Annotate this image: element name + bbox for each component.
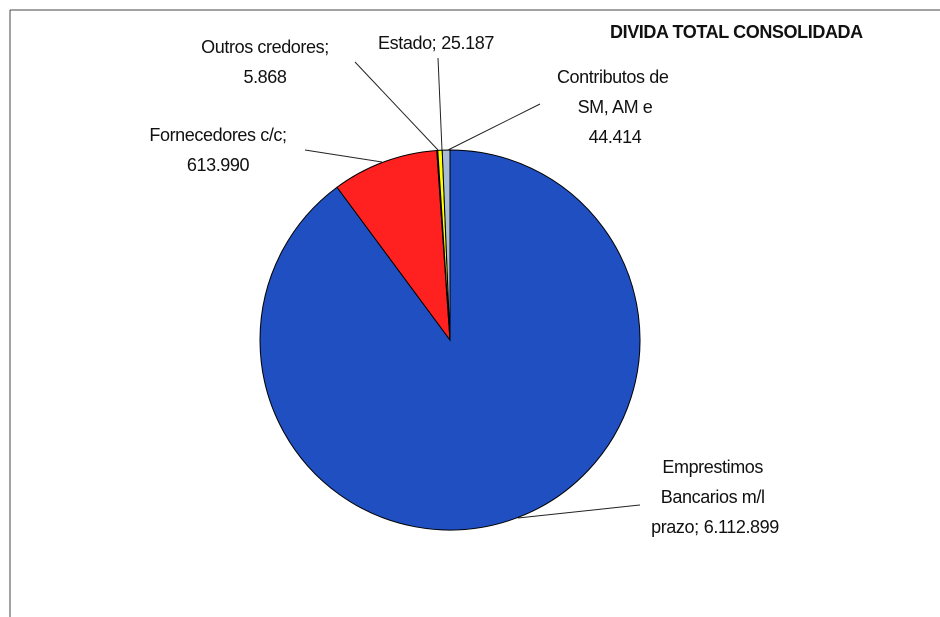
slice-label: Outros credores; bbox=[201, 37, 329, 57]
leader-line bbox=[437, 57, 443, 151]
chart-title: DIVIDA TOTAL CONSOLIDADA bbox=[610, 22, 863, 42]
value-label: 25.187 bbox=[441, 33, 494, 53]
pie-slice bbox=[336, 149, 451, 342]
slice-label: Emprestimos Bancarios m/l prazo; bbox=[651, 457, 769, 537]
leader-line bbox=[447, 103, 541, 151]
slice-label: Fornecedores c/c; bbox=[149, 125, 286, 145]
pie-slice bbox=[441, 149, 451, 341]
value-label: 44.414 bbox=[589, 127, 642, 147]
leader-line bbox=[517, 504, 641, 519]
value-label: 6.112.899 bbox=[704, 517, 780, 537]
slice-label: Estado; bbox=[378, 33, 436, 53]
slice-label: Contributos de SM, AM e bbox=[557, 67, 673, 117]
value-label: 613.990 bbox=[187, 155, 250, 175]
leader-line bbox=[354, 61, 439, 151]
value-label: 5.868 bbox=[243, 67, 286, 87]
leader-line bbox=[304, 149, 383, 163]
